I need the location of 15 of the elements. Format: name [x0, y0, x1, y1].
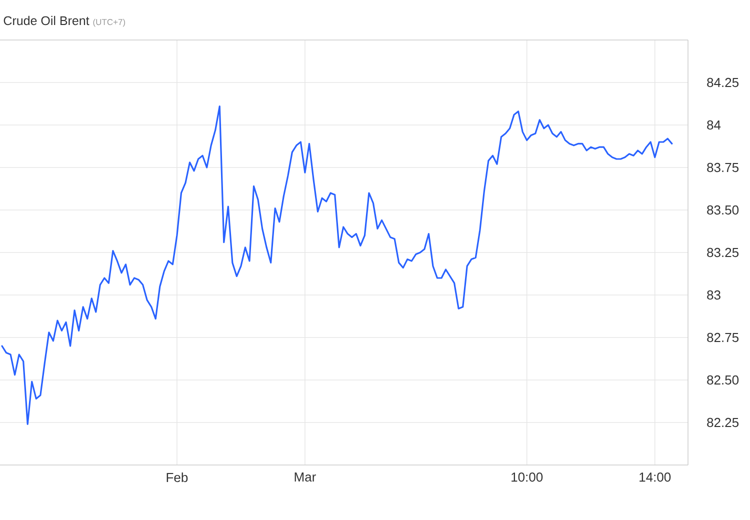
y-tick-label: 82.75 — [707, 332, 739, 342]
x-tick-label: 10:00 — [512, 472, 543, 482]
chart-subtitle: (UTC+7) — [93, 18, 126, 27]
x-tick-label: 14:00 — [640, 472, 671, 482]
y-tick-label: 83.25 — [707, 248, 739, 258]
y-tick-label: 84.25 — [707, 78, 739, 88]
chart-title: Crude Oil Brent — [4, 16, 90, 26]
y-tick-label: 84 — [707, 120, 721, 130]
y-tick-label: 83 — [707, 290, 720, 300]
y-tick-label: 82.50 — [707, 375, 739, 385]
y-tick-label: 83.50 — [707, 205, 739, 215]
x-tick-label: Feb — [166, 472, 188, 482]
y-tick-label: 82.25 — [707, 418, 739, 428]
x-tick-label: Mar — [294, 472, 316, 482]
y-tick-label: 83.75 — [707, 162, 739, 172]
